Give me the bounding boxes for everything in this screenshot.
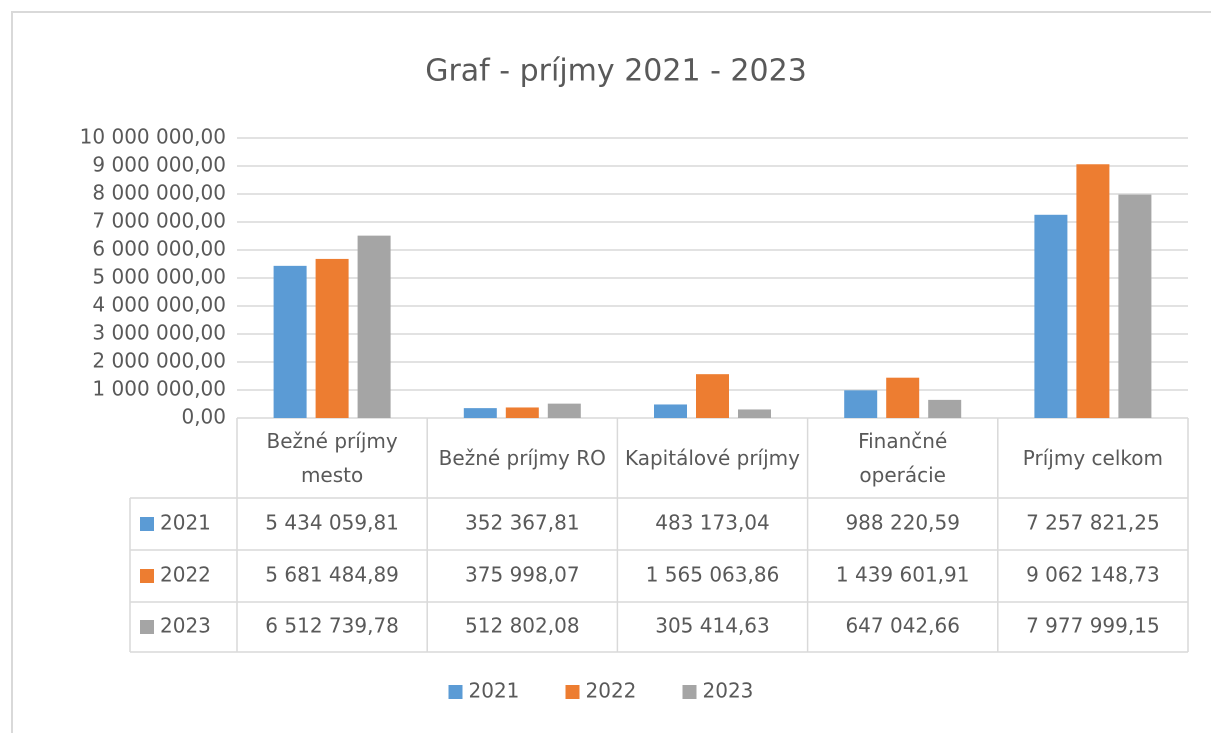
- value-label: 1 565 063,86: [646, 563, 780, 587]
- table-legend-key: [140, 620, 154, 634]
- bar: [1034, 214, 1068, 418]
- legend-label: 2022: [586, 679, 637, 703]
- value-label: 5 681 484,89: [265, 563, 399, 587]
- value-label: 352 367,81: [465, 511, 580, 535]
- chart-title: Graf - príjmy 2021 - 2023: [425, 54, 807, 89]
- y-tick-label: 1 000 000,00: [92, 377, 226, 401]
- y-tick-label: 3 000 000,00: [92, 321, 226, 345]
- value-label: 7 257 821,25: [1026, 511, 1160, 535]
- value-label: 483 173,04: [655, 511, 770, 535]
- table-series-label: 2022: [160, 563, 211, 587]
- bar: [273, 265, 307, 418]
- y-tick-label: 6 000 000,00: [92, 237, 226, 261]
- bar: [505, 407, 539, 418]
- value-label: 375 998,07: [465, 563, 580, 587]
- value-label: 7 977 999,15: [1026, 614, 1160, 638]
- value-label: 1 439 601,91: [836, 563, 970, 587]
- value-label: 5 434 059,81: [265, 511, 399, 535]
- value-label: 988 220,59: [845, 511, 960, 535]
- bar: [886, 377, 920, 418]
- bar: [928, 399, 962, 418]
- bar: [547, 403, 581, 418]
- chart-frame: [11, 11, 1211, 733]
- category-label: Bežné príjmy mesto: [266, 429, 398, 487]
- y-tick-label: 0,00: [181, 405, 226, 429]
- legend-label: 2021: [469, 679, 520, 703]
- value-label: 512 802,08: [465, 614, 580, 638]
- value-label: 6 512 739,78: [265, 614, 399, 638]
- category-label: Príjmy celkom: [1022, 446, 1163, 470]
- bar: [654, 404, 687, 418]
- category-label: Finančné operácie: [858, 429, 948, 487]
- table-series-label: 2023: [160, 614, 211, 638]
- y-tick-label: 8 000 000,00: [92, 181, 226, 205]
- bar: [315, 258, 349, 418]
- table-series-label: 2021: [160, 511, 211, 535]
- table-legend-key: [140, 569, 154, 583]
- y-tick-label: 5 000 000,00: [92, 265, 226, 289]
- value-label: 647 042,66: [845, 614, 960, 638]
- bar: [357, 235, 391, 418]
- y-tick-label: 9 000 000,00: [92, 153, 226, 177]
- legend-label: 2023: [703, 679, 754, 703]
- category-label: Kapitálové príjmy: [624, 446, 800, 470]
- bar: [844, 390, 878, 418]
- value-label: 9 062 148,73: [1026, 563, 1160, 587]
- legend-key: [565, 685, 580, 699]
- y-tick-label: 7 000 000,00: [92, 209, 226, 233]
- table-legend-key: [140, 517, 154, 531]
- category-label: Bežné príjmy RO: [438, 446, 606, 470]
- bar: [463, 408, 497, 418]
- y-tick-label: 4 000 000,00: [92, 293, 226, 317]
- bar: [738, 409, 771, 418]
- value-label: 305 414,63: [655, 614, 770, 638]
- legend-key: [448, 685, 463, 699]
- bar: [1118, 194, 1152, 418]
- y-tick-label: 10 000 000,00: [80, 125, 226, 149]
- bar: [696, 374, 729, 418]
- legend-key: [682, 685, 697, 699]
- y-tick-label: 2 000 000,00: [92, 349, 226, 373]
- bar: [1076, 164, 1110, 418]
